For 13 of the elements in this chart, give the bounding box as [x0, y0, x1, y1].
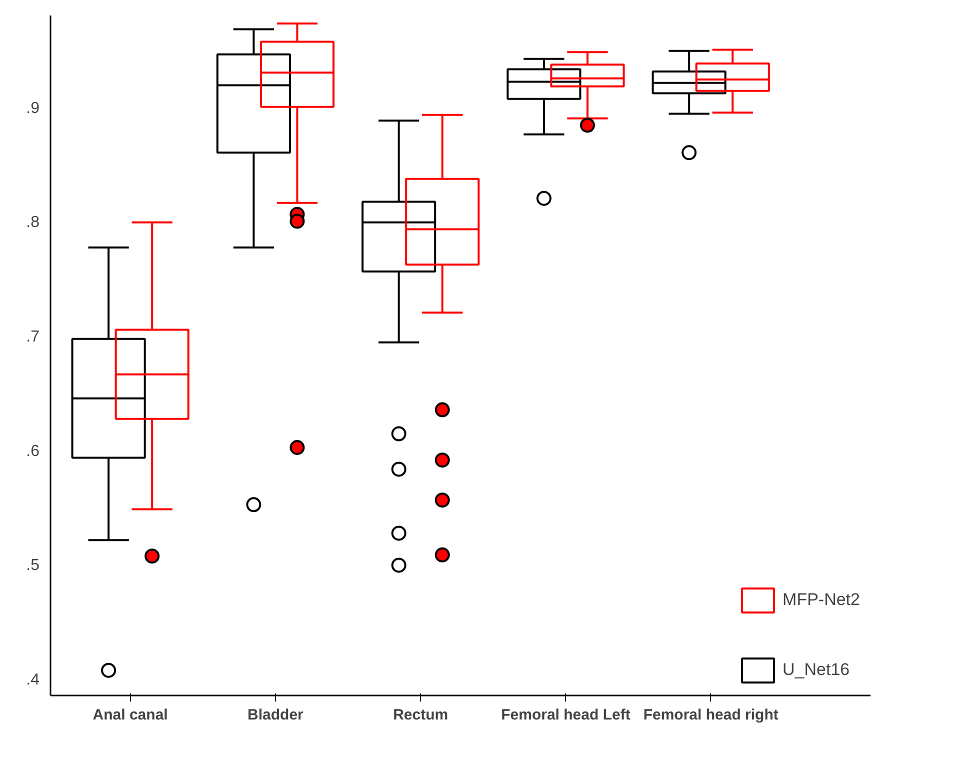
y-tick-label: .7 — [26, 328, 40, 346]
legend-label: U_Net16 — [782, 660, 850, 680]
y-tick-label: .4 — [26, 671, 40, 688]
y-tick-label: .8 — [26, 214, 40, 232]
x-tick-label: Bladder — [248, 706, 304, 724]
x-tick-label: Anal canal — [92, 706, 168, 724]
x-tick-label: Femoral head Left — [501, 706, 630, 724]
x-tick-label: Femoral head right — [643, 706, 778, 724]
y-tick-label: .5 — [26, 557, 40, 574]
x-tick-label: Rectum — [393, 706, 448, 724]
legend-label: MFP-Net2 — [782, 590, 860, 610]
y-tick-label: .6 — [26, 442, 40, 460]
y-tick-label: .9 — [26, 100, 40, 117]
